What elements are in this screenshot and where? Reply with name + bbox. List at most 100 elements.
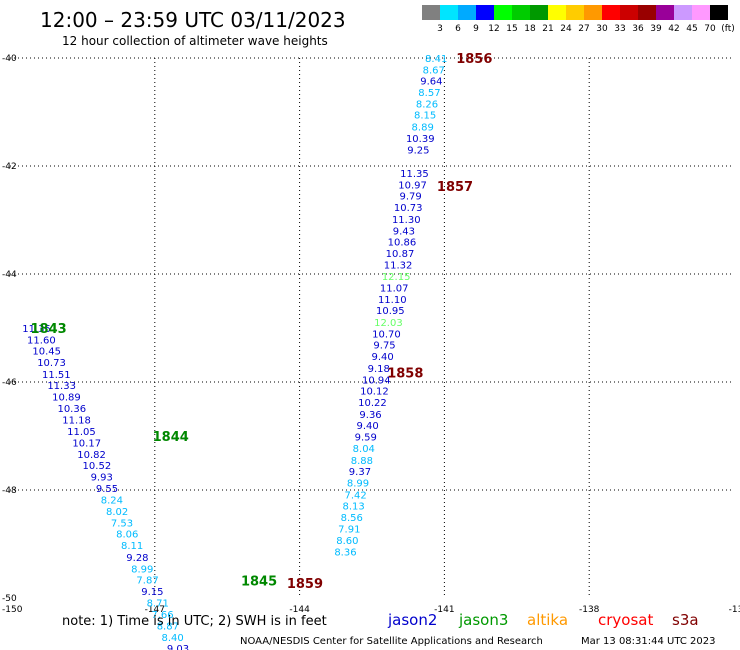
wave-height-label: 9.59 [355, 433, 377, 444]
wave-height-label: 12.03 [374, 318, 403, 329]
wave-height-label: 10.17 [72, 438, 101, 449]
color-scale-swatch [710, 5, 728, 20]
wave-height-label: 8.99 [131, 564, 153, 575]
color-scale-label: 27 [578, 24, 589, 34]
wave-height-label: 11.51 [42, 370, 71, 381]
wave-height-label: 10.73 [394, 203, 423, 214]
color-scale-swatch [512, 5, 530, 20]
pass-number-label: 1843 [31, 322, 67, 337]
x-tick-label: -150 [2, 605, 23, 615]
wave-height-label: 7.87 [136, 576, 158, 587]
wave-height-label: 9.25 [407, 145, 429, 156]
wave-height-label: 9.36 [359, 410, 381, 421]
wave-height-label: 11.33 [47, 381, 76, 392]
wave-height-label: 10.87 [386, 249, 415, 260]
color-scale-label: 3 [437, 24, 443, 34]
x-tick-label: -138 [579, 605, 600, 615]
y-tick-label: -42 [2, 162, 17, 172]
color-scale-label: 42 [668, 24, 679, 34]
wave-height-label: 10.70 [372, 329, 401, 340]
wave-height-label: 8.15 [414, 111, 436, 122]
color-scale-label: 30 [596, 24, 608, 34]
wave-height-label: 10.94 [362, 375, 391, 386]
wave-height-label: 10.45 [32, 347, 61, 358]
color-scale-swatch [566, 5, 584, 20]
satellite-legend-item: altika [527, 611, 568, 629]
lat-lon-grid [10, 57, 734, 598]
color-scale-swatch [638, 5, 656, 20]
pass-number-label: 1844 [153, 430, 189, 445]
wave-height-label: 10.73 [37, 358, 66, 369]
color-scale-swatch [458, 5, 476, 20]
chart-subtitle: 12 hour collection of altimeter wave hei… [62, 34, 328, 48]
wave-height-label: 8.11 [121, 541, 143, 552]
wave-height-label: 8.88 [351, 456, 373, 467]
wave-height-label: 8.41 [425, 54, 447, 65]
wave-height-label: 12.15 [382, 272, 411, 283]
color-scale-swatch [620, 5, 638, 20]
wave-height-label: 11.10 [378, 295, 407, 306]
color-scale-label: 12 [488, 24, 499, 34]
wave-height-label: 8.56 [341, 513, 363, 524]
wave-height-label: 11.30 [392, 215, 421, 226]
color-scale-label: 36 [632, 24, 644, 34]
wave-height-label: 7.66 [151, 610, 173, 621]
color-scale-label: 24 [560, 24, 572, 34]
x-tick-label: -141 [434, 605, 454, 615]
wave-height-label: 11.18 [62, 415, 91, 426]
color-scale-label: 18 [524, 24, 536, 34]
color-scale-label: 6 [455, 24, 461, 34]
wave-height-label: 8.89 [412, 123, 434, 134]
wave-height-label: 8.06 [116, 530, 138, 541]
color-scale-legend: 3 6 9 12 15 18 21 24 27 30 33 36 39 42 45 70 (ft) [422, 5, 735, 34]
wave-height-label: 11.60 [27, 335, 56, 346]
wave-height-label: 8.67 [423, 65, 445, 76]
wave-height-label: 8.36 [334, 548, 356, 559]
wave-height-label: 9.64 [420, 77, 442, 88]
x-tick-label: -147 [145, 605, 165, 615]
wave-height-label: 9.40 [357, 421, 379, 432]
color-scale-swatch [476, 5, 494, 20]
pass-labels: 1856 1857 1858 1859 1843 1844 1845 [31, 52, 493, 592]
pass-number-label: 1845 [241, 575, 277, 590]
color-scale-label: 33 [614, 24, 625, 34]
pass-number-label: 1856 [456, 52, 492, 67]
wave-height-label: 9.03 [167, 644, 189, 650]
color-scale-label: 45 [686, 24, 697, 34]
wave-height-label: 10.86 [388, 238, 417, 249]
wave-height-label: 10.36 [57, 404, 86, 415]
y-tick-label: -40 [2, 54, 17, 64]
wave-height-label: 7.91 [338, 524, 360, 535]
color-scale-swatch [584, 5, 602, 20]
wave-height-label: 11.07 [380, 284, 409, 295]
wave-height-label: 11.32 [384, 260, 413, 271]
wave-height-label: 11.05 [67, 427, 96, 438]
wave-height-label: 10.89 [52, 393, 81, 404]
color-scale-swatch [440, 5, 458, 20]
y-tick-label: -48 [2, 486, 17, 496]
wave-height-label: 8.99 [347, 478, 369, 489]
wave-height-label: 8.02 [106, 507, 128, 518]
satellite-legend-item: cryosat [598, 611, 653, 629]
footer-note: note: 1) Time is in UTC; 2) SWH is in fe… [62, 614, 327, 629]
y-tick-labels: -40 -42 -44 -46 -48 -50 [2, 54, 17, 604]
wave-height-label: 9.28 [126, 553, 148, 564]
wave-height-label: 11.35 [400, 169, 429, 180]
satellite-legend-item: jason3 [458, 611, 508, 629]
chart-title: 12:00 – 23:59 UTC 03/11/2023 [40, 8, 346, 32]
pass-number-label: 1858 [387, 366, 423, 381]
wave-height-label: 8.24 [101, 496, 123, 507]
x-tick-label: -144 [289, 605, 310, 615]
satellite-legend: jason2 jason3 altika cryosat s3a [387, 611, 699, 629]
wave-height-label: 8.13 [343, 502, 365, 513]
color-scale-swatch [548, 5, 566, 20]
pass-number-label: 1857 [437, 180, 473, 195]
y-tick-label: -46 [2, 378, 17, 388]
wave-height-label: 10.97 [398, 180, 427, 191]
color-scale-label: 70 [704, 24, 716, 34]
satellite-legend-item: jason2 [387, 611, 437, 629]
wave-height-label: 11.35 [22, 324, 51, 335]
color-scale-swatch [494, 5, 512, 20]
wave-height-label: 10.52 [83, 461, 112, 472]
